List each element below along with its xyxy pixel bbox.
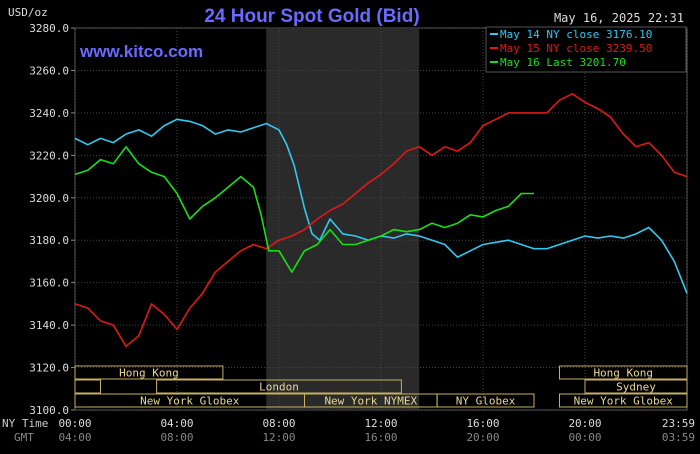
y-tick-label: 3280.0 — [29, 22, 69, 35]
session-bar — [584, 379, 688, 394]
x-tick-label-ny: 23:59 — [662, 417, 695, 430]
session-highlight-band — [266, 28, 420, 410]
x-tick-label-gmt: 20:00 — [466, 431, 499, 444]
session-label: London — [259, 381, 299, 394]
y-tick-label: 3240.0 — [29, 107, 69, 120]
session-label: New York NYMEX — [324, 395, 417, 408]
session-bar — [156, 379, 402, 394]
legend-box — [485, 26, 687, 73]
y-tick-label: 3180.0 — [29, 234, 69, 247]
x-tick-label-ny: 08:00 — [262, 417, 295, 430]
x-tick-label-gmt: 16:00 — [364, 431, 397, 444]
session-label: Hong Kong — [593, 367, 653, 380]
x-tick-label-ny: 16:00 — [466, 417, 499, 430]
legend-label: May 15 NY close 3239.50 — [500, 42, 652, 55]
watermark-url: www.kitco.com — [79, 42, 203, 61]
session-bar — [74, 365, 224, 380]
x-tick-label-gmt: 00:00 — [568, 431, 601, 444]
y-tick-label: 3160.0 — [29, 277, 69, 290]
x-tick-label-ny: 20:00 — [568, 417, 601, 430]
y-tick-label: 3100.0 — [29, 404, 69, 417]
x-tick-label-gmt: 08:00 — [160, 431, 193, 444]
series-lines — [74, 93, 688, 348]
y-tick-label: 3260.0 — [29, 64, 69, 77]
x-axis-label-gmt: GMT — [14, 431, 34, 444]
session-label: New York Globex — [574, 395, 674, 408]
grid-lines — [74, 27, 688, 411]
y-axis-label: USD/oz — [8, 6, 48, 19]
session-label: NY Globex — [456, 395, 516, 408]
y-tick-label: 3140.0 — [29, 319, 69, 332]
x-tick-label-ny: 00:00 — [58, 417, 91, 430]
session-bar — [559, 365, 688, 380]
x-tick-label-gmt: 03:59 — [662, 431, 695, 444]
legend-label: May 16 Last 3201.70 — [500, 56, 626, 69]
session-label: New York Globex — [140, 395, 240, 408]
session-label: Hong Kong — [119, 367, 179, 380]
y-tick-label: 3200.0 — [29, 192, 69, 205]
session-bar — [559, 393, 688, 408]
x-tick-label-gmt: 04:00 — [58, 431, 91, 444]
chart-title: 24 Hour Spot Gold (Bid) — [204, 6, 419, 27]
y-tick-label: 3120.0 — [29, 362, 69, 375]
legend-label: May 14 NY close 3176.10 — [500, 28, 652, 41]
y-axis-ticks: 3280.0 3260.0 3240.0 3220.0 3200.0 3180.0 3160… — [29, 22, 75, 417]
x-axis-ticks: 00:0004:0004:0008:0008:0012:0012:0016:00… — [58, 417, 695, 444]
session-bar — [74, 379, 101, 394]
y-tick-label: 3220.0 — [29, 149, 69, 162]
session-bars: Hong Kong London New York Globex New York N… — [74, 365, 688, 408]
x-axis-label-nytime: NY Time — [2, 417, 48, 430]
session-label: Sydney — [616, 381, 656, 394]
x-tick-label-gmt: 12:00 — [262, 431, 295, 444]
x-tick-label-ny: 12:00 — [364, 417, 397, 430]
x-tick-label-ny: 04:00 — [160, 417, 193, 430]
date-stamp: May 16, 2025 22:31 — [554, 11, 684, 25]
series-line-3 — [74, 146, 534, 273]
series-line-2 — [74, 93, 688, 348]
session-bar — [436, 393, 535, 408]
